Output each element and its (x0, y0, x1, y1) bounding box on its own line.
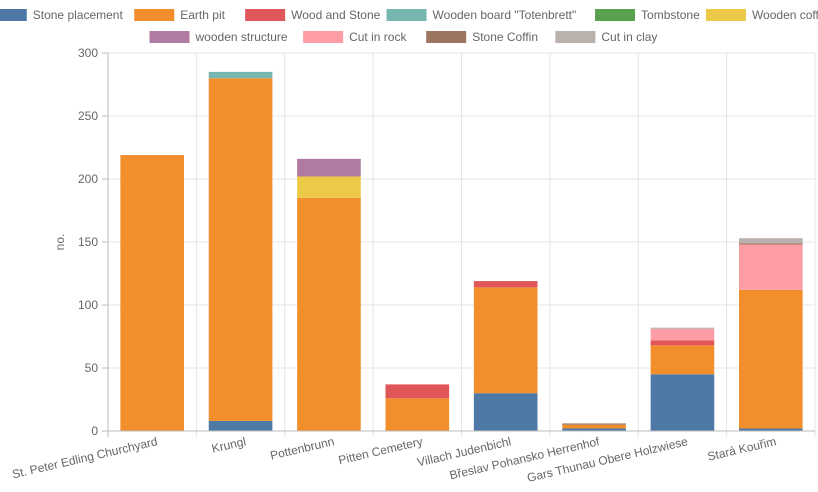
bar-wood-and-stone[interactable] (385, 384, 450, 399)
legend-swatch (0, 9, 27, 21)
bar-cut-in-rock[interactable] (650, 328, 715, 341)
y-tick-label: 200 (78, 172, 98, 186)
bar-stack-st-peter-edling-churchyard (120, 155, 185, 431)
y-tick-label: 50 (85, 361, 99, 375)
legend-swatch (303, 31, 344, 43)
bar-wood-and-stone[interactable] (650, 340, 715, 346)
legend-item-stone-placement[interactable]: Stone placement (0, 8, 123, 22)
legend-label: Wood and Stone (291, 8, 381, 22)
bar-wooden-board-totenbrett[interactable] (208, 71, 273, 79)
bar-stack-b-eslav-pohansko-herrenhof (562, 423, 626, 431)
y-tick-label: 250 (78, 109, 98, 123)
legend-label: Earth pit (180, 8, 225, 22)
bar-wood-and-stone[interactable] (473, 281, 538, 288)
x-tick-label: St. Peter Edling Churchyard (11, 434, 159, 481)
legend-label: wooden structure (195, 30, 288, 44)
legend-label: Cut in rock (349, 30, 407, 44)
bar-stack-gars-thunau-obere-holzwiese (650, 327, 715, 431)
legend-item-wooden-structure[interactable]: wooden structure (149, 30, 288, 44)
bar-cut-in-clay[interactable] (650, 327, 715, 329)
legend-item-tombstone[interactable]: Tombstone (595, 8, 700, 22)
legend-item-wooden-board-totenbrett[interactable]: Wooden board "Totenbrett" (386, 8, 577, 22)
bar-stone-placement[interactable] (208, 420, 273, 431)
legend-label: Stone placement (33, 8, 124, 22)
bar-wooden-structure[interactable] (297, 158, 361, 177)
legend-swatch (555, 31, 596, 43)
bars (120, 71, 803, 431)
legend-label: Stone Coffin (472, 30, 538, 44)
legend-item-stone-coffin[interactable]: Stone Coffin (426, 30, 538, 44)
bar-stack-pitten-cemetery (385, 384, 450, 431)
x-tick-label: Pottenbrunn (269, 434, 336, 462)
legend-item-wooden-coffin[interactable]: Wooden coffin (705, 8, 818, 22)
bar-stone-placement[interactable] (473, 393, 538, 431)
bar-stack-star-kou-im (738, 238, 803, 431)
bar-wooden-coffin[interactable] (297, 176, 361, 198)
legend-item-earth-pit[interactable]: Earth pit (134, 8, 226, 22)
bar-stone-placement[interactable] (562, 428, 626, 431)
legend-item-cut-in-rock[interactable]: Cut in rock (303, 30, 407, 44)
bar-stack-krungl (208, 71, 273, 431)
bar-cut-in-clay[interactable] (738, 238, 803, 244)
bar-earth-pit[interactable] (562, 424, 626, 429)
legend-label: Tombstone (641, 8, 700, 22)
y-tick-label: 100 (78, 298, 98, 312)
bar-earth-pit[interactable] (738, 289, 803, 429)
x-tick-label: Stará Kouřim (706, 434, 777, 463)
legend-swatch (705, 9, 746, 21)
legend-item-wood-and-stone[interactable]: Wood and Stone (245, 8, 381, 22)
legend-label: Cut in clay (601, 30, 657, 44)
bar-cut-in-rock[interactable] (738, 244, 803, 290)
legend-label: Wooden board "Totenbrett" (433, 8, 577, 22)
x-tick-label: Krungl (210, 434, 247, 455)
legend-item-cut-in-clay[interactable]: Cut in clay (555, 30, 657, 44)
legend: Stone placement Earth pit Wood and Stone Wo… (0, 8, 818, 44)
legend-label: Wooden coffin (752, 8, 818, 22)
y-tick-label: 150 (78, 235, 98, 249)
bar-stone-coffin[interactable] (562, 423, 626, 425)
x-tick-label: Pitten Cemetery (337, 434, 424, 467)
bar-stone-placement[interactable] (738, 428, 803, 431)
bar-earth-pit[interactable] (297, 197, 361, 431)
bar-stack-pottenbrunn (297, 158, 361, 431)
bar-earth-pit[interactable] (385, 398, 450, 431)
legend-swatch (386, 9, 427, 21)
legend-swatch (134, 9, 175, 21)
legend-swatch (149, 31, 190, 43)
y-axis-label: no. (53, 234, 67, 251)
bar-stack-villach-judenbichl (473, 281, 538, 431)
legend-swatch (595, 9, 636, 21)
y-tick-label: 300 (78, 46, 98, 60)
legend-swatch (426, 31, 467, 43)
y-tick-label: 0 (91, 424, 98, 438)
bar-stone-coffin[interactable] (738, 243, 803, 245)
bar-earth-pit[interactable] (473, 287, 538, 394)
bar-earth-pit[interactable] (208, 78, 273, 421)
bar-earth-pit[interactable] (120, 155, 185, 431)
bar-earth-pit[interactable] (650, 345, 715, 375)
legend-swatch (245, 9, 286, 21)
bar-stone-placement[interactable] (650, 374, 715, 431)
